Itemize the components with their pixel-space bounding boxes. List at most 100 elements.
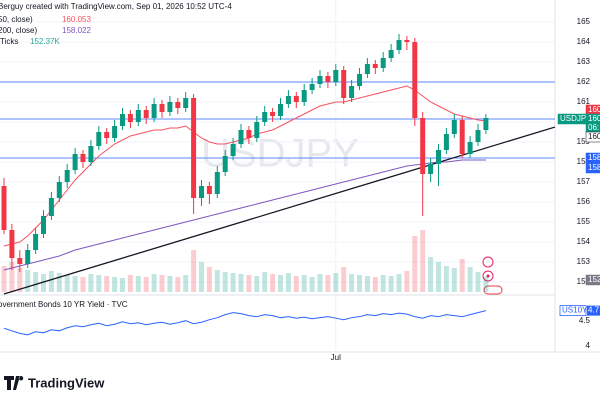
candle-body: [301, 90, 307, 102]
candle-body: [285, 96, 291, 104]
candle-body: [96, 132, 102, 146]
volume-bar: [420, 230, 426, 292]
volume-bar: [206, 267, 212, 292]
candle-body: [127, 114, 133, 122]
volume-bar: [412, 236, 418, 292]
y-tick-label: 156: [577, 197, 591, 206]
volume-bar: [17, 268, 23, 292]
volume-bar: [396, 274, 402, 292]
candle-body: [80, 154, 86, 162]
candle-body: [380, 58, 386, 68]
candle-body: [112, 126, 118, 138]
volume-bar: [436, 262, 441, 292]
candle-body: [459, 120, 465, 154]
volume-bar: [246, 275, 252, 292]
volume-bar: [183, 275, 189, 292]
volume-bar: [270, 274, 276, 292]
icon-flags[interactable]: [483, 285, 503, 295]
candle-body: [278, 104, 283, 116]
candle-body: [262, 112, 268, 122]
candle-body: [120, 114, 125, 126]
candle-body: [151, 104, 157, 118]
legend-volume-value: 152.37K: [30, 37, 60, 46]
candle-body: [475, 130, 481, 142]
candle-body: [199, 186, 204, 198]
icon-lightning[interactable]: [482, 256, 494, 268]
volume-bar: [222, 272, 228, 292]
candle-body: [436, 150, 441, 164]
volume-bar: [467, 267, 473, 292]
candle-body: [254, 122, 260, 138]
y-tick-label: 153: [577, 257, 591, 266]
candle-body: [25, 250, 31, 264]
candle-body: [451, 120, 457, 134]
x-tick-label: Jul: [331, 353, 341, 362]
candle-body: [364, 64, 370, 74]
candle-body: [88, 146, 94, 162]
candle-body: [33, 234, 39, 250]
trendline: [3, 126, 556, 295]
logo: TradingView: [4, 375, 105, 390]
y-tick-label: 159: [577, 137, 591, 146]
volume-bar: [254, 276, 260, 292]
candle-body: [412, 42, 418, 118]
volume-bar: [451, 268, 457, 292]
ma-line: [3, 159, 486, 271]
candle-body: [56, 182, 62, 198]
volume-bar: [459, 259, 465, 292]
volume-bar: [191, 250, 197, 292]
legend-ma200: 200, close): [0, 26, 37, 35]
candle-body: [467, 142, 473, 154]
y-tick-label: 164: [577, 37, 591, 46]
candle-body: [325, 76, 331, 82]
candle-body: [143, 110, 149, 118]
candle-body: [183, 98, 189, 108]
volume-bar: [230, 273, 236, 292]
volume-bar: [262, 272, 268, 292]
y-tick-label: 158: [577, 157, 591, 166]
candle-body: [246, 130, 252, 138]
candle-body: [238, 130, 244, 144]
volume-bar: [48, 271, 54, 292]
candle-body: [41, 216, 46, 234]
yield-tick-label: 4.5: [579, 316, 591, 325]
volume-bar: [317, 274, 323, 292]
ma-line: [3, 85, 486, 247]
volume-bar: [443, 266, 449, 292]
y-tick-label: 162: [577, 77, 591, 86]
candle-body: [428, 164, 434, 174]
candle-body: [1, 186, 7, 230]
candle-body: [175, 102, 181, 108]
price-tag-box: [585, 131, 600, 143]
candle-body: [64, 170, 70, 182]
candle-body: [159, 104, 165, 112]
volume-bar: [88, 274, 94, 292]
candle-body: [104, 132, 110, 138]
candle-body: [222, 156, 228, 172]
candle-body: [72, 154, 78, 170]
volume-bar: [167, 276, 173, 292]
volume-bar: [357, 275, 362, 292]
volume-bar: [41, 274, 46, 292]
volume-bar: [349, 274, 355, 292]
volume-bar: [25, 270, 31, 292]
icon-event[interactable]: [482, 270, 494, 282]
volume-bar: [135, 276, 141, 292]
volume-bar: [175, 277, 181, 292]
legend-ma200-value: 158.022: [62, 26, 91, 35]
candle-body: [206, 186, 212, 194]
y-tick-label: 154: [577, 237, 591, 246]
icon-event-dot: [486, 274, 490, 278]
volume-bar: [475, 272, 481, 292]
price-tag: USDJPY: [560, 114, 592, 123]
volume-bar: [143, 277, 149, 292]
yield-tag: US10Y: [562, 306, 588, 315]
volume-bar: [96, 275, 102, 292]
y-tick-label: 161: [577, 97, 591, 106]
candle-body: [404, 40, 410, 42]
candle-body: [317, 76, 323, 84]
price-tag-box: [585, 274, 600, 286]
candle-body: [167, 102, 173, 112]
price-tag-box: [585, 162, 600, 174]
